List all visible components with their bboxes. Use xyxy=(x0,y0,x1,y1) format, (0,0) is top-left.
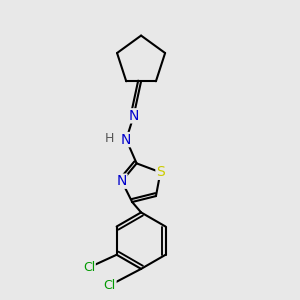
Text: N: N xyxy=(128,109,139,123)
Text: S: S xyxy=(156,165,165,179)
Text: N: N xyxy=(117,174,127,188)
Text: Cl: Cl xyxy=(83,261,95,274)
Text: H: H xyxy=(105,132,115,145)
Text: N: N xyxy=(121,133,131,147)
Text: Cl: Cl xyxy=(104,279,116,292)
